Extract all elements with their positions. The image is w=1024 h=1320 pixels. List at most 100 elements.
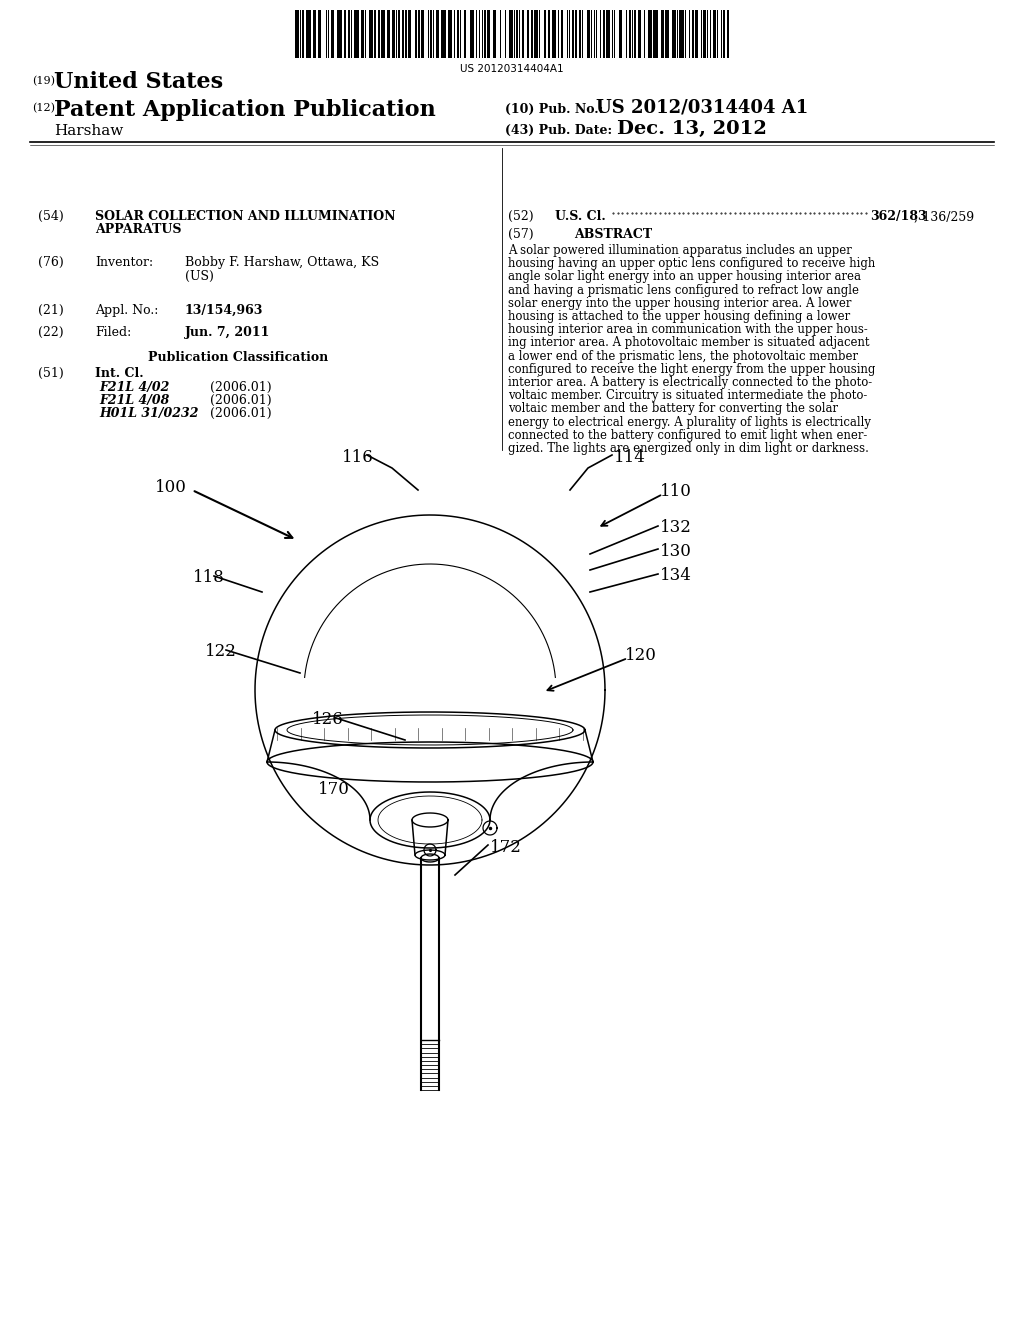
Text: US 2012/0314404 A1: US 2012/0314404 A1 bbox=[596, 99, 808, 117]
Text: APPARATUS: APPARATUS bbox=[95, 223, 181, 236]
Bar bbox=[313, 11, 316, 58]
Bar bbox=[516, 11, 518, 58]
Text: (2006.01): (2006.01) bbox=[210, 381, 271, 393]
Text: energy to electrical energy. A plurality of lights is electrically: energy to electrical energy. A plurality… bbox=[508, 416, 871, 429]
Text: 130: 130 bbox=[660, 543, 692, 560]
Bar bbox=[344, 11, 346, 58]
Text: (21): (21) bbox=[38, 304, 63, 317]
Text: (52): (52) bbox=[508, 210, 534, 223]
Text: housing interior area in communication with the upper hous-: housing interior area in communication w… bbox=[508, 323, 867, 337]
Text: 170: 170 bbox=[318, 781, 350, 799]
Text: (2006.01): (2006.01) bbox=[210, 393, 271, 407]
Text: (76): (76) bbox=[38, 256, 63, 269]
Bar bbox=[381, 11, 385, 58]
Text: 132: 132 bbox=[660, 520, 692, 536]
Bar bbox=[406, 11, 407, 58]
Bar bbox=[337, 11, 342, 58]
Text: (51): (51) bbox=[38, 367, 63, 380]
Bar bbox=[695, 11, 698, 58]
Bar bbox=[692, 11, 694, 58]
Text: 362/183: 362/183 bbox=[870, 210, 927, 223]
Bar bbox=[493, 11, 496, 58]
Bar bbox=[302, 11, 304, 58]
Bar bbox=[665, 11, 669, 58]
Bar bbox=[579, 11, 581, 58]
Text: angle solar light energy into an upper housing interior area: angle solar light energy into an upper h… bbox=[508, 271, 861, 284]
Text: 13/154,963: 13/154,963 bbox=[185, 304, 263, 317]
Text: United States: United States bbox=[54, 71, 223, 92]
Text: (19): (19) bbox=[32, 77, 55, 86]
Text: 134: 134 bbox=[660, 568, 692, 585]
Bar bbox=[629, 11, 631, 58]
Text: voltaic member and the battery for converting the solar: voltaic member and the battery for conve… bbox=[508, 403, 838, 416]
Bar bbox=[648, 11, 652, 58]
Text: 118: 118 bbox=[193, 569, 225, 586]
Bar bbox=[634, 11, 636, 58]
Text: 116: 116 bbox=[342, 449, 374, 466]
Text: ing interior area. A photovoltaic member is situated adjacent: ing interior area. A photovoltaic member… bbox=[508, 337, 869, 350]
Text: Bobby F. Harshaw, Ottawa, KS: Bobby F. Harshaw, Ottawa, KS bbox=[185, 256, 379, 269]
Text: 172: 172 bbox=[490, 838, 522, 855]
Bar bbox=[534, 11, 538, 58]
Text: 100: 100 bbox=[155, 479, 186, 495]
Bar bbox=[587, 11, 590, 58]
Text: Filed:: Filed: bbox=[95, 326, 131, 339]
Bar bbox=[402, 11, 404, 58]
Text: 122: 122 bbox=[205, 644, 237, 660]
Bar bbox=[703, 11, 706, 58]
Bar bbox=[509, 11, 513, 58]
Bar bbox=[408, 11, 411, 58]
Text: US 20120314404A1: US 20120314404A1 bbox=[460, 63, 564, 74]
Bar bbox=[374, 11, 376, 58]
Text: 120: 120 bbox=[625, 647, 656, 664]
Text: Inventor:: Inventor: bbox=[95, 256, 154, 269]
Bar bbox=[348, 11, 350, 58]
Bar bbox=[662, 11, 664, 58]
Text: a lower end of the prismatic lens, the photovoltaic member: a lower end of the prismatic lens, the p… bbox=[508, 350, 858, 363]
Text: and having a prismatic lens configured to refract low angle: and having a prismatic lens configured t… bbox=[508, 284, 859, 297]
Bar bbox=[378, 11, 380, 58]
Text: Harshaw: Harshaw bbox=[54, 124, 123, 139]
Text: SOLAR COLLECTION AND ILLUMINATION: SOLAR COLLECTION AND ILLUMINATION bbox=[95, 210, 395, 223]
Text: A solar powered illumination apparatus includes an upper: A solar powered illumination apparatus i… bbox=[508, 244, 852, 257]
Text: Patent Application Publication: Patent Application Publication bbox=[54, 99, 436, 121]
Text: (12): (12) bbox=[32, 103, 55, 114]
Bar bbox=[679, 11, 684, 58]
Text: 126: 126 bbox=[312, 711, 344, 729]
Bar bbox=[487, 11, 490, 58]
Text: 110: 110 bbox=[660, 483, 692, 500]
Bar bbox=[618, 11, 622, 58]
Bar bbox=[306, 11, 311, 58]
Bar bbox=[561, 11, 563, 58]
Text: (43) Pub. Date:: (43) Pub. Date: bbox=[505, 124, 612, 137]
Bar bbox=[603, 11, 605, 58]
Bar bbox=[653, 11, 658, 58]
Bar bbox=[441, 11, 446, 58]
Bar bbox=[638, 11, 641, 58]
Text: (2006.01): (2006.01) bbox=[210, 407, 271, 420]
Text: F21L 4/02: F21L 4/02 bbox=[99, 381, 169, 393]
Text: (US): (US) bbox=[185, 271, 214, 282]
Bar bbox=[723, 11, 725, 58]
Bar bbox=[430, 11, 432, 58]
Text: housing is attached to the upper housing defining a lower: housing is attached to the upper housing… bbox=[508, 310, 850, 323]
Bar bbox=[544, 11, 546, 58]
Text: U.S. Cl.: U.S. Cl. bbox=[555, 210, 606, 223]
Bar bbox=[398, 11, 400, 58]
Text: ; 136/259: ; 136/259 bbox=[914, 210, 974, 223]
Bar bbox=[369, 11, 373, 58]
Text: Dec. 13, 2012: Dec. 13, 2012 bbox=[617, 120, 767, 139]
Bar bbox=[575, 11, 577, 58]
Text: (57): (57) bbox=[508, 228, 534, 242]
Bar bbox=[572, 11, 574, 58]
Bar bbox=[392, 11, 395, 58]
Bar bbox=[361, 11, 364, 58]
Text: Jun. 7, 2011: Jun. 7, 2011 bbox=[185, 326, 270, 339]
Text: Appl. No.:: Appl. No.: bbox=[95, 304, 159, 317]
Bar bbox=[672, 11, 676, 58]
Text: configured to receive the light energy from the upper housing: configured to receive the light energy f… bbox=[508, 363, 876, 376]
Text: H01L 31/0232: H01L 31/0232 bbox=[99, 407, 199, 420]
Text: solar energy into the upper housing interior area. A lower: solar energy into the upper housing inte… bbox=[508, 297, 851, 310]
Bar bbox=[387, 11, 390, 58]
Bar bbox=[415, 11, 417, 58]
